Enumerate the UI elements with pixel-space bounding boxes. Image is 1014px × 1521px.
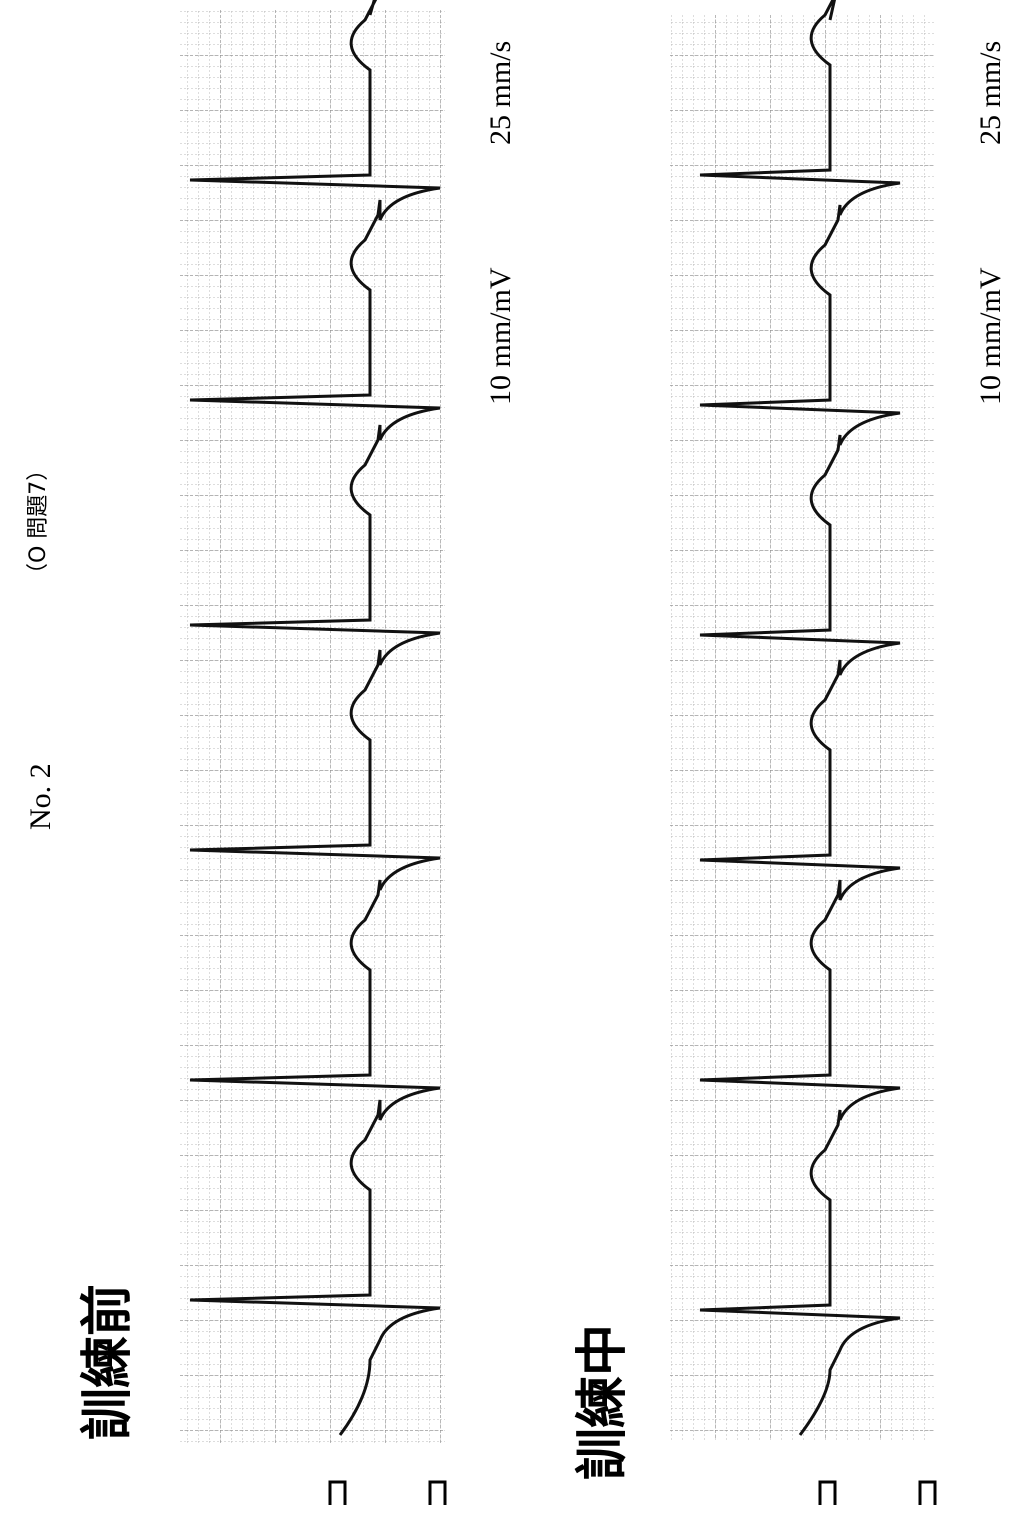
- sensitivity: 10 mm/mV: [484, 267, 517, 405]
- question-number: （O 問題7）: [26, 459, 51, 585]
- grid-2: [670, 15, 935, 1440]
- calibration-mark: [328, 1480, 347, 1505]
- sensitivity: 10 mm/mV: [974, 267, 1007, 405]
- ecg-trace: [699, 0, 901, 1436]
- ecg-trace: [189, 0, 441, 1436]
- page-number: No. 2: [24, 763, 57, 830]
- strip-label: 訓練前: [78, 1284, 138, 1440]
- calibration-mark: [428, 1480, 447, 1505]
- paper-speed: 25 mm/s: [974, 41, 1007, 145]
- calibration-mark: [818, 1480, 837, 1505]
- grid-1: [180, 10, 445, 1445]
- paper-speed: 25 mm/s: [484, 41, 517, 145]
- strip-label: 訓練中: [573, 1324, 633, 1480]
- calibration-mark: [918, 1480, 937, 1505]
